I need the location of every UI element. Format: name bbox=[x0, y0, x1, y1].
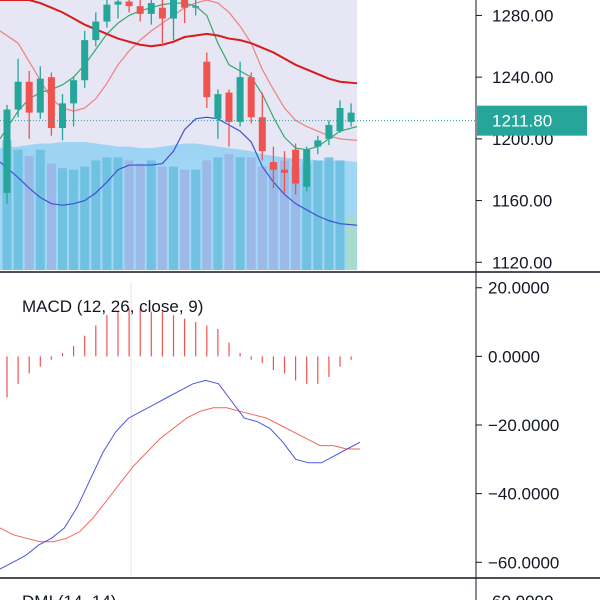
candle-body bbox=[203, 61, 211, 98]
macd-tick-label: −40.0000 bbox=[488, 485, 559, 504]
macd-pane[interactable]: MACD (12, 26, close, 9) bbox=[0, 297, 361, 570]
volume-bar bbox=[169, 166, 178, 270]
volume-bar bbox=[124, 160, 134, 270]
candle-body bbox=[158, 7, 166, 19]
candle-body bbox=[114, 1, 122, 5]
volume-bar bbox=[24, 155, 34, 270]
candle-body bbox=[81, 40, 89, 81]
price-tick-label: 1280.00 bbox=[492, 6, 553, 25]
candle-body bbox=[170, 0, 177, 19]
macd-axis[interactable]: 20.0000 0.0000 −20.0000 −40.0000 −60.0000 bbox=[476, 279, 559, 573]
volume-bar bbox=[257, 166, 267, 270]
price-tick-label: 1240.00 bbox=[492, 68, 553, 87]
candle-body bbox=[70, 80, 78, 104]
volume-bar bbox=[35, 149, 45, 270]
macd-tick-label: −20.0000 bbox=[488, 416, 559, 435]
current-price-tag bbox=[477, 105, 587, 136]
candle-body bbox=[136, 6, 144, 14]
volume-bar bbox=[291, 166, 301, 270]
price-axis[interactable]: 1280.001240.001200.001160.001120.001211.… bbox=[475, 0, 587, 600]
volume-bar bbox=[46, 163, 56, 270]
green-ma-line bbox=[0, 2, 358, 151]
pane-separators bbox=[0, 271, 600, 579]
volume-bar bbox=[235, 157, 245, 270]
candle-body bbox=[192, 6, 200, 8]
price-tick-label: 1160.00 bbox=[492, 192, 552, 211]
candle-body bbox=[269, 162, 277, 170]
candle-body bbox=[303, 149, 311, 187]
candle-body bbox=[225, 92, 233, 122]
candle-body bbox=[214, 94, 222, 119]
volume-bar bbox=[280, 160, 289, 270]
candle-body bbox=[36, 78, 44, 113]
blue-ma-line bbox=[0, 116, 358, 226]
volume-bar bbox=[191, 169, 201, 270]
volume-bar bbox=[102, 157, 112, 270]
volume-bar bbox=[302, 163, 312, 270]
volume-bar bbox=[113, 157, 123, 270]
volume-bar bbox=[58, 168, 67, 270]
price-pane[interactable] bbox=[0, 0, 476, 575]
macd-tick-label: −60.0000 bbox=[488, 553, 559, 572]
dmi-tick-label: 60.0000 bbox=[492, 592, 553, 600]
volume-bar bbox=[91, 160, 101, 270]
volume-bar bbox=[346, 216, 356, 270]
volume-bar bbox=[324, 157, 334, 270]
volume-bar bbox=[2, 140, 12, 270]
volume-bar bbox=[180, 169, 190, 270]
candle-body bbox=[147, 3, 155, 14]
volume-bar bbox=[202, 160, 212, 270]
volume-bar bbox=[335, 160, 345, 270]
volume-bar bbox=[146, 160, 156, 270]
volume-bar bbox=[246, 157, 256, 270]
volume-bar bbox=[213, 157, 223, 270]
macd-signal-line bbox=[0, 407, 360, 543]
volume-bar bbox=[157, 166, 167, 270]
macd-title: MACD (12, 26, close, 9) bbox=[22, 297, 203, 316]
macd-tick-label: 0.0000 bbox=[488, 347, 540, 366]
candle-body bbox=[181, 0, 189, 8]
candle-body bbox=[336, 108, 344, 132]
dmi-pane[interactable]: DMI (14, 14) bbox=[22, 592, 116, 600]
candle-body bbox=[59, 103, 66, 129]
volume-bar bbox=[224, 154, 234, 270]
candle-body bbox=[47, 77, 55, 129]
dmi-title: DMI (14, 14) bbox=[22, 592, 116, 600]
macd-tick-label: 20.0000 bbox=[488, 279, 549, 298]
candle-body bbox=[103, 4, 111, 22]
volume-bar bbox=[13, 149, 23, 270]
current-price-label: 1211.80 bbox=[492, 112, 552, 131]
candle-body bbox=[247, 77, 255, 118]
volume-bar bbox=[80, 166, 90, 270]
volume-bar bbox=[268, 163, 278, 270]
candle-body bbox=[281, 169, 288, 173]
candle-body bbox=[347, 112, 355, 122]
candle-body bbox=[14, 81, 22, 110]
volume-bar bbox=[69, 169, 79, 270]
macd-line bbox=[0, 379, 361, 570]
candle-body bbox=[292, 149, 300, 184]
candle-body bbox=[325, 124, 333, 139]
candle-body bbox=[314, 140, 322, 147]
candle-body bbox=[25, 81, 33, 113]
candle-body bbox=[3, 109, 11, 193]
volume-bar bbox=[135, 163, 145, 270]
candle-body bbox=[258, 117, 266, 152]
red-ma-line bbox=[0, 0, 358, 85]
candle-body bbox=[236, 77, 244, 122]
candle-body bbox=[125, 1, 133, 7]
candle-body bbox=[92, 21, 100, 41]
dmi-axis[interactable]: 60.0000 bbox=[492, 592, 553, 600]
price-tick-label: 1120.00 bbox=[492, 253, 552, 272]
volume-bar bbox=[313, 160, 323, 270]
